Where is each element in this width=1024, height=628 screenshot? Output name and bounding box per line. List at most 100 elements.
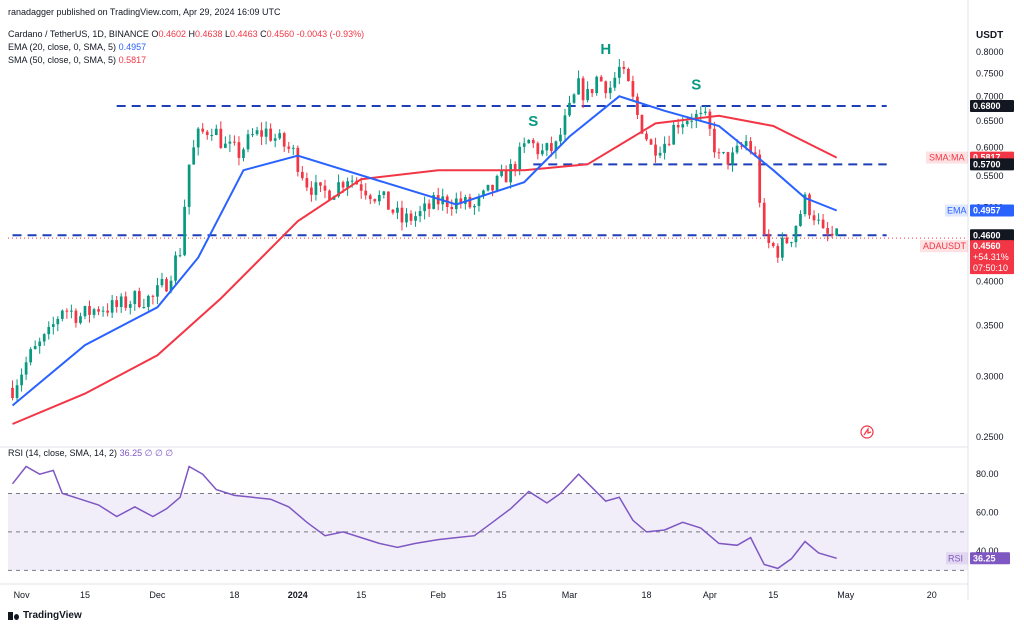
candle[interactable] [368,193,372,205]
candle[interactable] [581,76,585,109]
candle[interactable] [88,300,91,323]
candle[interactable] [776,243,780,263]
candle[interactable] [572,93,576,104]
candle[interactable] [300,166,304,181]
candle[interactable] [830,225,834,239]
candle[interactable] [47,321,51,340]
candle[interactable] [346,177,349,196]
candle[interactable] [142,298,146,309]
candle[interactable] [70,304,73,319]
candle[interactable] [731,147,734,172]
candle[interactable] [722,151,725,155]
candle[interactable] [97,306,100,316]
candle[interactable] [323,179,327,199]
candle[interactable] [491,184,494,197]
candle[interactable] [649,138,653,146]
candle[interactable] [835,228,839,237]
candle[interactable] [522,137,526,153]
candle[interactable] [577,70,580,95]
candle[interactable] [165,277,168,292]
alert-icon[interactable] [860,425,874,439]
candle[interactable] [174,251,177,287]
candle[interactable] [826,222,829,242]
candle[interactable] [672,121,676,145]
candle[interactable] [636,93,639,120]
candle[interactable] [396,201,399,220]
candle[interactable] [314,174,318,201]
candle[interactable] [210,128,214,141]
candle[interactable] [550,136,553,157]
candle[interactable] [15,379,19,403]
candle[interactable] [414,211,417,227]
candle[interactable] [405,208,408,228]
candle[interactable] [260,122,263,146]
candle[interactable] [418,205,422,223]
candle[interactable] [658,146,662,159]
candle[interactable] [468,193,472,209]
candle[interactable] [513,161,517,177]
candle[interactable] [387,191,390,210]
candle[interactable] [101,306,105,317]
candle[interactable] [631,75,635,101]
candle[interactable] [133,290,137,311]
candle[interactable] [160,272,164,288]
candle[interactable] [183,199,186,257]
candle[interactable] [459,191,463,209]
rsi-line[interactable] [11,465,837,570]
candle[interactable] [568,95,571,117]
candle[interactable] [821,214,825,230]
candle[interactable] [269,123,272,142]
candle[interactable] [627,67,630,82]
candle[interactable] [504,165,508,183]
candle[interactable] [192,139,196,165]
candle[interactable] [482,189,485,199]
candle[interactable] [794,225,798,248]
candle[interactable] [790,241,793,248]
candle[interactable] [196,127,200,156]
candle[interactable] [599,74,603,82]
candle[interactable] [808,192,811,219]
candle[interactable] [799,210,802,227]
candle[interactable] [224,136,227,149]
candle[interactable] [545,142,549,157]
candle[interactable] [780,232,784,261]
candle[interactable] [296,145,300,177]
candle[interactable] [713,121,716,158]
candle[interactable] [359,177,363,199]
candle[interactable] [38,337,42,354]
candle[interactable] [812,210,816,226]
candle[interactable] [137,287,141,309]
candle[interactable] [531,138,535,149]
candle[interactable] [667,135,671,147]
candle[interactable] [762,198,766,237]
candle[interactable] [79,312,82,325]
candle[interactable] [237,136,241,166]
candle[interactable] [645,130,648,142]
candle[interactable] [527,139,531,144]
candle[interactable] [319,182,322,193]
candle[interactable] [110,294,114,318]
candle[interactable] [60,309,64,322]
candle[interactable] [56,316,60,332]
candle[interactable] [391,208,395,215]
candle[interactable] [540,143,544,157]
candle[interactable] [663,136,666,160]
candle[interactable] [228,134,232,152]
candle[interactable] [264,121,268,145]
candle[interactable] [74,308,78,328]
candle[interactable] [291,144,295,156]
candle[interactable] [586,81,589,103]
candle[interactable] [604,80,608,99]
candle[interactable] [377,190,381,206]
sma-legend[interactable]: SMA (50, close, 0, SMA, 5) 0.5817 [8,54,146,66]
candle[interactable] [128,300,132,315]
candle[interactable] [282,131,286,153]
candle[interactable] [771,241,775,248]
candle[interactable] [273,133,277,148]
candle[interactable] [536,141,540,160]
candle[interactable] [219,121,223,149]
candle[interactable] [178,247,182,258]
candle[interactable] [400,200,404,231]
candle[interactable] [278,129,282,140]
candle[interactable] [151,294,155,305]
